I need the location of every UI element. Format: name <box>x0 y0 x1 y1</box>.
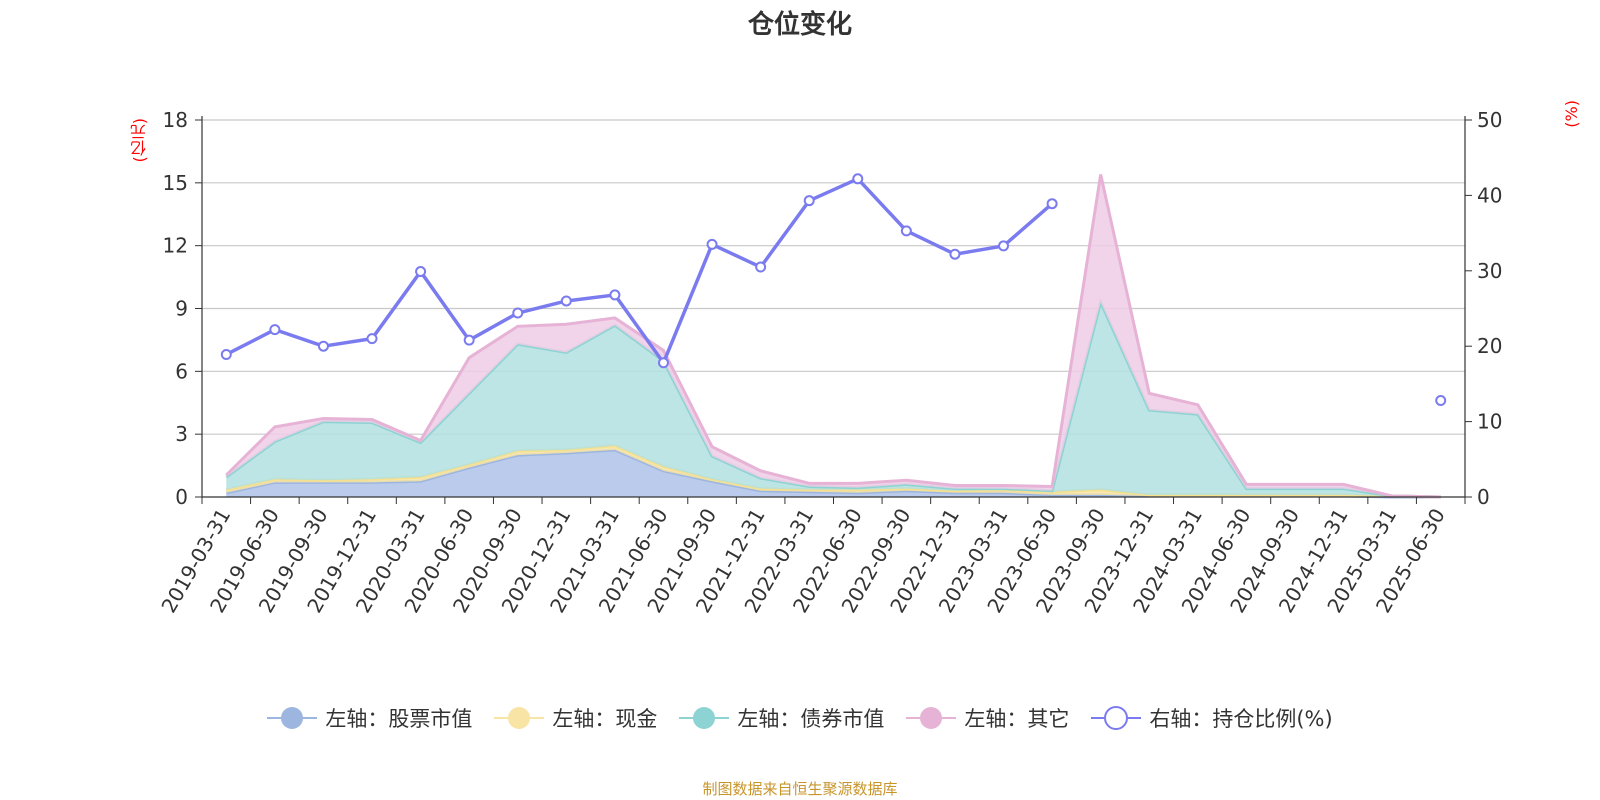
legend-item-other[interactable]: 左轴：其它 <box>906 703 1069 733</box>
legend-label: 左轴：其它 <box>964 707 1070 731</box>
area-line-3 <box>225 174 1441 499</box>
chart-legend: 左轴：股票市值 左轴：现金 左轴：债券市值 左轴：其它 右轴：持仓比例(%) <box>0 703 1600 733</box>
position-ratio-point <box>803 195 815 207</box>
position-ratio-point <box>463 334 475 346</box>
legend-marker-bond <box>679 707 730 729</box>
legend-item-cash[interactable]: 左轴：现金 <box>494 703 657 733</box>
legend-label: 左轴：股票市值 <box>325 707 473 731</box>
position-ratio-point <box>560 295 572 307</box>
legend-item-stock[interactable]: 左轴：股票市值 <box>267 703 472 733</box>
right-axis-tick-label: 20 <box>1477 334 1502 358</box>
position-ratio-point <box>1046 198 1058 210</box>
left-axis-tick-label: 0 <box>175 485 188 509</box>
left-axis-tick-label: 15 <box>163 171 188 195</box>
position-ratio-point <box>512 307 524 319</box>
position-ratio-point <box>366 333 378 345</box>
position-ratio-point <box>220 348 232 360</box>
area-2 <box>226 302 1441 497</box>
position-ratio-point <box>755 261 767 273</box>
position-ratio-line <box>225 177 1054 365</box>
position-ratio-point <box>657 357 669 369</box>
position-ratio-point <box>269 324 281 336</box>
right-axis-tick-label: 40 <box>1477 183 1502 207</box>
left-axis-tick-label: 12 <box>163 234 188 258</box>
position-ratio-point <box>609 289 621 301</box>
position-ratio-point <box>998 240 1010 252</box>
position-ratio-point <box>1435 394 1447 406</box>
position-ratio-point <box>415 266 427 278</box>
chart-title: 仓位变化 <box>747 10 852 40</box>
left-axis-tick-label: 18 <box>163 108 188 132</box>
legend-marker-other <box>906 707 957 729</box>
legend-label: 右轴：持仓比例(%) <box>1149 707 1333 731</box>
right-axis-tick-label: 0 <box>1477 485 1490 509</box>
legend-label: 左轴：债券市值 <box>737 707 885 731</box>
data-source-note: 制图数据来自恒生聚源数据库 <box>702 780 898 798</box>
position-ratio-point <box>852 173 864 185</box>
area-0 <box>226 449 1441 497</box>
left-axis-tick-label: 6 <box>175 359 188 383</box>
right-axis-tick-label: 50 <box>1477 108 1502 132</box>
right-axis-tick-label: 30 <box>1477 259 1502 283</box>
legend-marker-stock <box>267 707 318 729</box>
legend-item-bond[interactable]: 左轴：债券市值 <box>679 703 884 733</box>
left-axis-tick-label: 9 <box>175 297 188 321</box>
position-ratio-point <box>949 248 961 260</box>
position-ratio-point <box>706 238 718 250</box>
right-axis-tick-label: 10 <box>1477 410 1502 434</box>
position-ratio-point <box>900 225 912 237</box>
legend-label: 左轴：现金 <box>552 707 658 731</box>
legend-marker-cash <box>494 707 545 729</box>
left-axis-tick-label: 3 <box>175 422 188 446</box>
position-ratio-point <box>317 340 329 352</box>
legend-item-position-ratio[interactable]: 右轴：持仓比例(%) <box>1091 703 1333 733</box>
legend-marker-position-ratio <box>1091 706 1142 730</box>
